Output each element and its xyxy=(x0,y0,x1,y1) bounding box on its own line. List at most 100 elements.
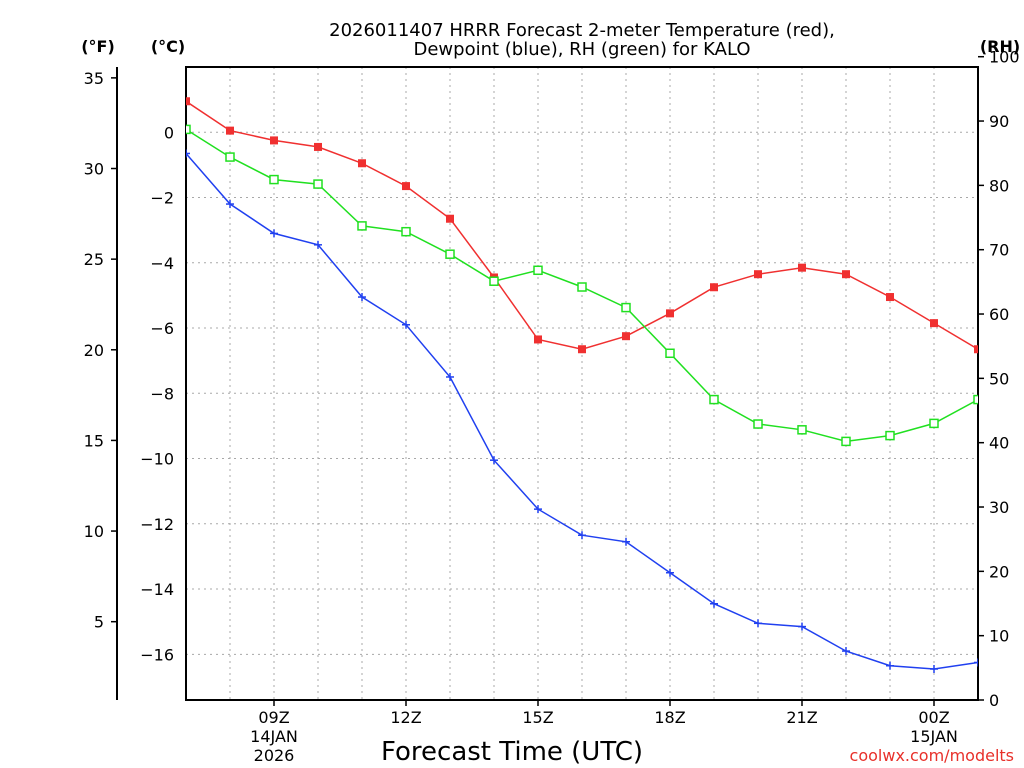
rh-tick-label: 70 xyxy=(989,241,1009,260)
dewpoint-point xyxy=(270,229,278,238)
rh-point xyxy=(533,265,543,276)
chart-title: 2026011407 HRRR Forecast 2-meter Tempera… xyxy=(329,20,835,41)
rh-point xyxy=(709,394,719,405)
fahrenheit-tick-label: 10 xyxy=(84,522,104,541)
rh-unit-label: (RH) xyxy=(980,37,1020,56)
rh-point xyxy=(445,249,455,259)
fahrenheit-tick-label: 35 xyxy=(84,69,104,88)
rh-tick-label: 20 xyxy=(989,562,1009,581)
celsius-tick-label: −12 xyxy=(140,515,174,534)
rh-point xyxy=(973,394,978,405)
rh-point xyxy=(885,430,895,441)
celsius-tick-label: −16 xyxy=(140,645,174,664)
temperature-point xyxy=(446,214,454,223)
temperature-point xyxy=(842,270,850,279)
dewpoint-series xyxy=(186,149,978,674)
dewpoint-point xyxy=(402,320,410,329)
dewpoint-point xyxy=(490,456,498,465)
celsius-tick-label: −10 xyxy=(140,450,174,469)
dewpoint-point xyxy=(186,149,190,158)
x-axis-label: Forecast Time (UTC) xyxy=(381,737,643,767)
x-tick-label: 09Z xyxy=(258,708,289,727)
celsius-unit-label: (°C) xyxy=(151,37,185,56)
rh-point xyxy=(753,419,763,429)
dewpoint-point xyxy=(842,647,850,656)
rh-tick-label: 30 xyxy=(989,498,1009,517)
x-tick-label: 00Z xyxy=(918,708,949,727)
x-tick-label: 18Z xyxy=(654,708,685,727)
rh-point xyxy=(577,282,587,292)
temperature-point xyxy=(710,283,718,292)
chart-subtitle: Dewpoint (blue), RH (green) for KALO xyxy=(413,39,750,60)
dewpoint-point xyxy=(974,658,978,667)
axes xyxy=(116,66,979,701)
temperature-point xyxy=(534,335,542,344)
temperature-point xyxy=(270,136,278,145)
credit-text: coolwx.com/modelts xyxy=(850,746,1014,765)
plot-frame xyxy=(185,66,979,701)
fahrenheit-tick-label: 5 xyxy=(94,613,104,632)
dewpoint-point xyxy=(666,568,674,577)
rh-tick-label: 80 xyxy=(989,176,1009,195)
celsius-tick-label: −4 xyxy=(150,254,174,273)
rh-point xyxy=(489,276,499,286)
rh-point xyxy=(357,221,367,231)
temperature-point xyxy=(226,126,234,135)
rh-point xyxy=(269,174,279,185)
rh-tick-label: 60 xyxy=(989,305,1009,324)
dewpoint-point xyxy=(578,531,586,540)
dewpoint-point xyxy=(226,200,234,209)
temperature-point xyxy=(622,332,630,341)
temperature-point xyxy=(186,97,190,106)
rh-tick-label: 50 xyxy=(989,369,1009,388)
fahrenheit-tick-label: 25 xyxy=(84,250,104,269)
rh-point xyxy=(797,425,807,435)
temperature-point xyxy=(886,293,894,302)
celsius-tick-label: −2 xyxy=(150,189,174,208)
rh-tick-label: 100 xyxy=(989,48,1020,67)
grid xyxy=(186,67,978,700)
rh-point xyxy=(665,348,675,359)
dewpoint-point xyxy=(622,537,630,546)
x-date-label: 14JAN xyxy=(250,727,298,746)
x-date-label: 15JAN xyxy=(910,727,958,746)
rh-point xyxy=(313,179,323,189)
rh-tick-label: 90 xyxy=(989,112,1009,131)
temperature-point xyxy=(930,319,938,328)
temperature-point xyxy=(666,309,674,318)
rh-point xyxy=(225,152,235,162)
celsius-tick-label: −8 xyxy=(150,384,174,403)
dewpoint-point xyxy=(710,599,718,608)
rh-point xyxy=(929,418,939,429)
rh-point xyxy=(401,226,411,237)
temperature-point xyxy=(402,182,410,191)
temperature-point xyxy=(358,159,366,168)
dewpoint-point xyxy=(446,372,454,381)
dewpoint-point xyxy=(886,661,894,670)
dewpoint-point xyxy=(798,622,806,631)
rh-tick-label: 0 xyxy=(989,691,999,710)
rh-tick-label: 40 xyxy=(989,434,1009,453)
temperature-point xyxy=(798,263,806,272)
temperature-point xyxy=(754,270,762,279)
fahrenheit-tick-label: 20 xyxy=(84,341,104,360)
fahrenheit-tick-label: 30 xyxy=(84,160,104,179)
fahrenheit-unit-label: (°F) xyxy=(81,37,115,56)
dewpoint-point xyxy=(930,665,938,674)
rh-series xyxy=(186,124,978,447)
x-tick-label: 15Z xyxy=(522,708,553,727)
dewpoint-point xyxy=(534,505,542,514)
temperature-point xyxy=(578,345,586,354)
temperature-line xyxy=(186,100,978,350)
rh-point xyxy=(841,436,851,447)
ticks: 0−2−4−6−8−10−12−14−163530252015105100908… xyxy=(84,48,1020,765)
rh-point xyxy=(186,124,191,135)
temperature-point xyxy=(974,345,978,354)
dewpoint-point xyxy=(314,240,322,249)
celsius-tick-label: −6 xyxy=(150,319,174,338)
series xyxy=(186,97,978,674)
rh-tick-label: 10 xyxy=(989,627,1009,646)
celsius-tick-label: −14 xyxy=(140,580,174,599)
rh-point xyxy=(621,302,631,313)
